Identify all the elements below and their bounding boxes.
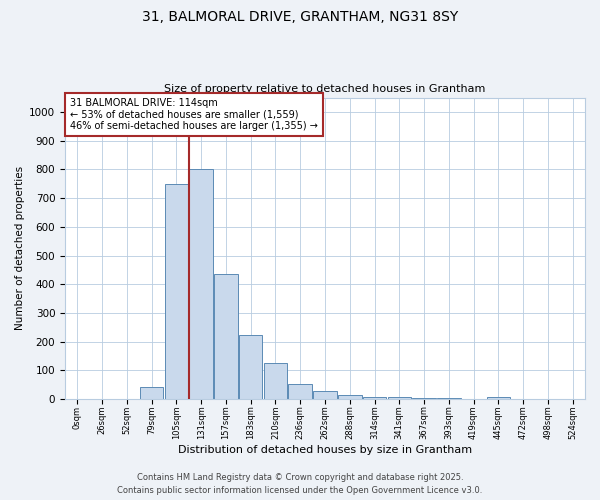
Text: 31 BALMORAL DRIVE: 114sqm
← 53% of detached houses are smaller (1,559)
46% of se: 31 BALMORAL DRIVE: 114sqm ← 53% of detac…	[70, 98, 318, 131]
Bar	[289, 384, 312, 399]
Bar	[264, 364, 287, 399]
Title: Size of property relative to detached houses in Grantham: Size of property relative to detached ho…	[164, 84, 485, 94]
Bar	[338, 396, 362, 399]
Text: 31, BALMORAL DRIVE, GRANTHAM, NG31 8SY: 31, BALMORAL DRIVE, GRANTHAM, NG31 8SY	[142, 10, 458, 24]
Text: Contains HM Land Registry data © Crown copyright and database right 2025.
Contai: Contains HM Land Registry data © Crown c…	[118, 474, 482, 495]
Bar	[239, 334, 262, 399]
Bar	[190, 170, 213, 399]
Bar	[487, 397, 510, 399]
Bar	[388, 397, 411, 399]
Bar	[140, 387, 163, 399]
Bar	[437, 398, 461, 399]
Bar	[363, 397, 386, 399]
X-axis label: Distribution of detached houses by size in Grantham: Distribution of detached houses by size …	[178, 445, 472, 455]
Bar	[164, 184, 188, 399]
Y-axis label: Number of detached properties: Number of detached properties	[15, 166, 25, 330]
Bar	[412, 398, 436, 399]
Bar	[313, 392, 337, 399]
Bar	[214, 274, 238, 399]
